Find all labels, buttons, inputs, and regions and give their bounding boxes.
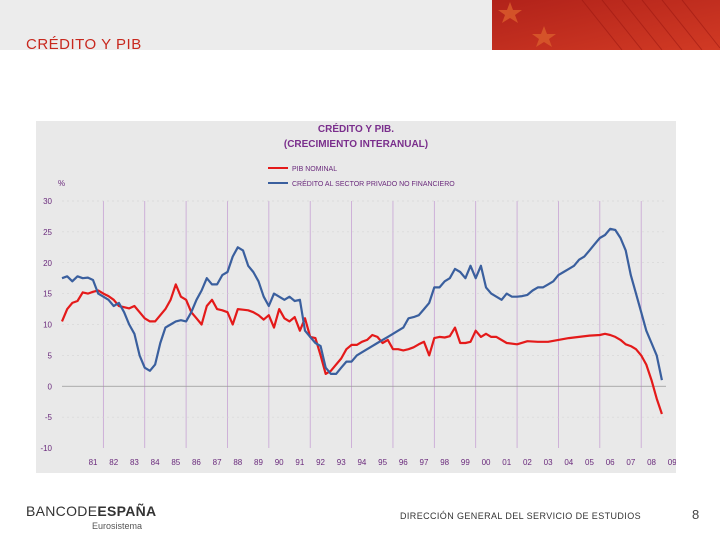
x-tick-label: 08 <box>647 458 656 467</box>
x-tick-label: 91 <box>295 458 304 467</box>
series-line-credito <box>61 227 663 381</box>
x-tick-label: 93 <box>337 458 346 467</box>
x-tick-label: 07 <box>626 458 635 467</box>
chart-panel: CRÉDITO Y PIB. (CRECIMIENTO INTERANUAL) … <box>36 121 677 473</box>
footer-department: DIRECCIÓN GENERAL DEL SERVICIO DE ESTUDI… <box>400 511 642 521</box>
x-tick-label: 89 <box>254 458 263 467</box>
y-axis-label: % <box>58 179 65 188</box>
x-tick-label: 09 <box>668 458 676 467</box>
x-tick-label: 01 <box>502 458 511 467</box>
star-icon <box>498 2 556 47</box>
x-tick-label: 84 <box>151 458 160 467</box>
x-tick-label: 04 <box>564 458 573 467</box>
eurosistema-label: Eurosistema <box>92 521 143 531</box>
chart-subtitle: (CRECIMIENTO INTERANUAL) <box>284 139 428 150</box>
y-tick-label: 15 <box>43 290 52 299</box>
x-tick-label: 05 <box>585 458 594 467</box>
x-tick-label: 97 <box>420 458 429 467</box>
y-tick-label: 20 <box>43 259 52 268</box>
x-tick-label: 86 <box>192 458 201 467</box>
x-tick-label: 88 <box>233 458 242 467</box>
y-tick-label: 30 <box>43 197 52 206</box>
x-tick-label: 83 <box>130 458 139 467</box>
x-tick-label: 90 <box>275 458 284 467</box>
x-tick-label: 03 <box>544 458 553 467</box>
x-tick-label: 95 <box>378 458 387 467</box>
y-tick-label: -5 <box>45 413 53 422</box>
y-tick-label: 0 <box>48 382 53 391</box>
slide-title: CRÉDITO Y PIB <box>26 36 142 53</box>
x-tick-label: 96 <box>399 458 408 467</box>
x-tick-label: 98 <box>440 458 449 467</box>
x-tick-label: 02 <box>523 458 532 467</box>
x-tick-label: 81 <box>89 458 98 467</box>
y-tick-label: 5 <box>48 351 53 360</box>
header-banner <box>492 0 720 50</box>
x-tick-label: 99 <box>461 458 470 467</box>
line-chart: CRÉDITO Y PIB. (CRECIMIENTO INTERANUAL) … <box>40 122 677 467</box>
x-tick-label: 00 <box>482 458 491 467</box>
chart-title: CRÉDITO Y PIB. <box>318 122 394 135</box>
y-tick-label: -10 <box>40 444 52 453</box>
series-line-pib <box>60 283 663 415</box>
bde-logo: BANCODEESPAÑA <box>26 503 157 519</box>
x-tick-label: 92 <box>316 458 325 467</box>
x-tick-label: 06 <box>606 458 615 467</box>
x-tick-label: 94 <box>357 458 366 467</box>
legend-label-credito: CRÉDITO AL SECTOR PRIVADO NO FINANCIERO <box>292 179 455 188</box>
x-tick-label: 87 <box>213 458 222 467</box>
y-tick-label: 25 <box>43 228 52 237</box>
x-tick-label: 82 <box>109 458 118 467</box>
x-tick-label: 85 <box>171 458 180 467</box>
y-tick-label: 10 <box>43 321 52 330</box>
legend-label-pib: PIB NOMINAL <box>292 166 337 173</box>
page-number: 8 <box>692 507 700 522</box>
